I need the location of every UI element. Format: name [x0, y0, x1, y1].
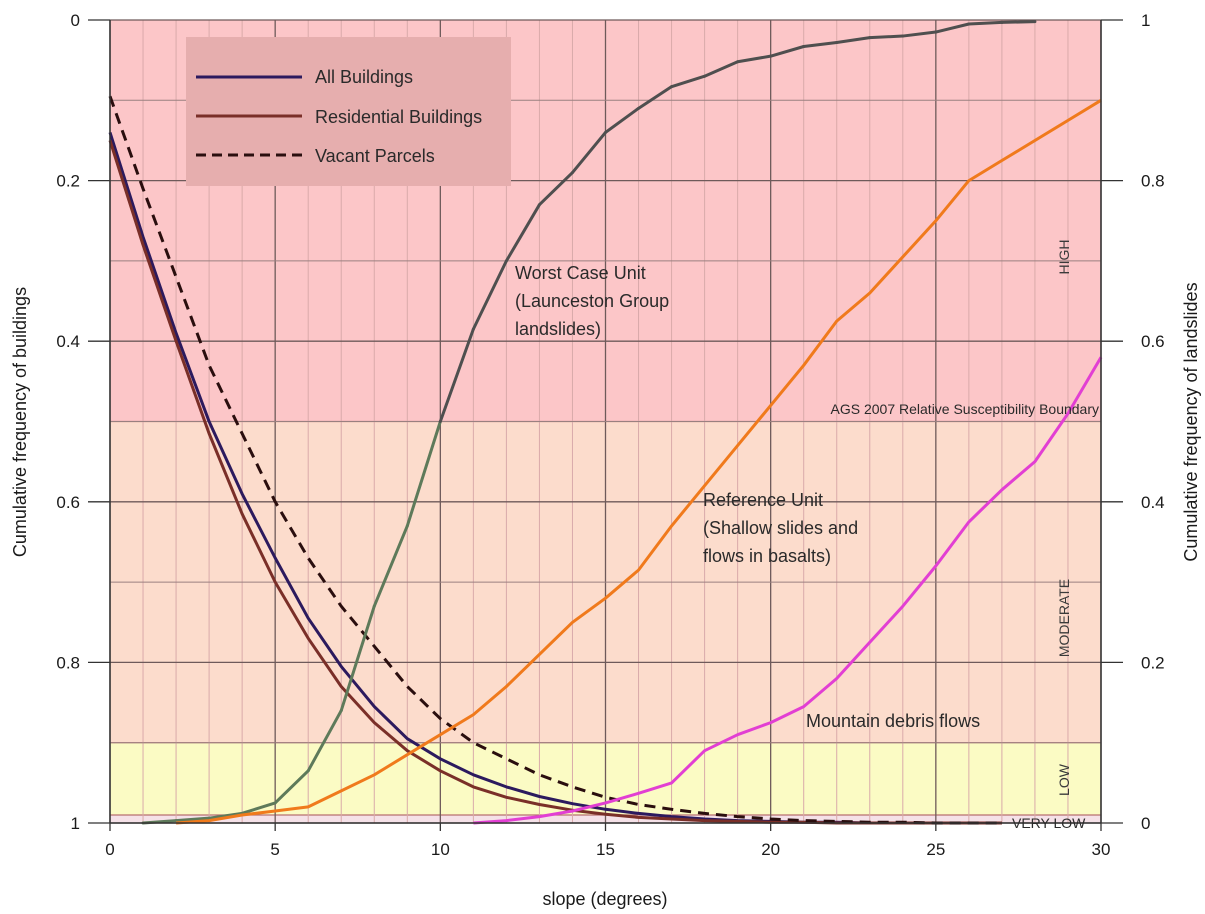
y-left-tick-label: 0.6	[56, 493, 80, 512]
zone-label-moderate: MODERATE	[1056, 579, 1072, 657]
series-line-vacant-parcels	[108, 95, 1002, 825]
series-line-worst-case-unit-launceston-group-landslides-segment	[438, 327, 475, 423]
series-line-worst-case-unit-launceston-group-landslides-segment	[604, 106, 641, 134]
reference-annotation-line-2: (Shallow slides and	[703, 518, 858, 538]
boundary-label: AGS 2007 Relative Susceptibility Boundar…	[831, 401, 1099, 417]
series-line-worst-case-unit-launceston-group-landslides-segment	[835, 36, 872, 44]
worst-case-annotation-line-1: Worst Case Unit	[515, 263, 646, 283]
x-tick-label: 15	[596, 840, 615, 859]
series-line-worst-case-unit-launceston-group-landslides-segment	[471, 259, 508, 331]
x-tick-label: 20	[761, 840, 780, 859]
series-line-worst-case-unit-launceston-group-landslides-segment	[769, 44, 806, 58]
reference-annotation-line-3: flows in basalts)	[703, 546, 831, 566]
series-line-worst-case-unit-launceston-group-landslides-segment	[306, 709, 343, 773]
series-line-worst-case-unit-launceston-group-landslides-segment	[637, 85, 674, 110]
y-left-tick-label: 0.2	[56, 172, 80, 191]
worst-case-annotation-line-2: (Launceston Group	[515, 291, 669, 311]
series-line-worst-case-unit-launceston-group-landslides-segment	[967, 20, 1004, 26]
y-right-tick-label: 0.2	[1141, 653, 1165, 672]
series-line-worst-case-unit-launceston-group-landslides-segment	[504, 203, 541, 263]
y-axis-left-title: Cumulative frequency of buildings	[10, 287, 30, 557]
y-axis-right-title: Cumulative frequency of landslides	[1181, 282, 1201, 561]
series-line-worst-case-unit-launceston-group-landslides-segment	[736, 54, 773, 64]
y-right-tick-label: 0.6	[1141, 332, 1165, 351]
series-line-worst-case-unit-launceston-group-landslides-segment	[207, 811, 244, 820]
series-line-worst-case-unit-launceston-group-landslides-segment	[901, 30, 938, 38]
x-axis-title: slope (degrees)	[542, 889, 667, 909]
zone-label-high: HIGH	[1056, 240, 1072, 275]
x-tick-label: 0	[105, 840, 114, 859]
legend-label-vacant-parcels: Vacant Parcels	[315, 146, 435, 166]
series-line-worst-case-unit-launceston-group-landslides-segment	[174, 816, 211, 823]
series-line-mountain-debris-flows	[473, 356, 1103, 825]
y-left-tick-label: 0	[71, 11, 80, 30]
zone-label-very-low: VERY LOW	[1012, 815, 1086, 831]
legend-box	[186, 37, 511, 186]
y-left-tick-label: 0.4	[56, 332, 80, 351]
series-line-worst-case-unit-launceston-group-landslides-segment	[802, 40, 839, 48]
series-line-worst-case-unit-launceston-group-landslides-segment	[273, 769, 310, 805]
x-tick-label: 10	[431, 840, 450, 859]
y-right-tick-label: 0	[1141, 814, 1150, 833]
x-tick-label: 30	[1092, 840, 1111, 859]
y-right-tick-label: 1	[1141, 11, 1150, 30]
y-right-tick-label: 0.8	[1141, 172, 1165, 191]
series-line-worst-case-unit-launceston-group-landslides-segment	[1000, 20, 1037, 24]
series-line-reference-unit-shallow-slides-and-flows-in-basalts	[175, 99, 1102, 825]
series-line-worst-case-unit-launceston-group-landslides-segment	[570, 130, 607, 175]
series-line-worst-case-unit-launceston-group-landslides-segment	[339, 604, 376, 713]
legend-label-residential-buildings: Residential Buildings	[315, 107, 482, 127]
series-line-worst-case-unit-launceston-group-landslides-segment	[405, 420, 442, 528]
worst-case-annotation-line-3: landslides)	[515, 319, 601, 339]
legend: All Buildings Residential Buildings Vaca…	[186, 37, 511, 186]
series-line-worst-case-unit-launceston-group-landslides-segment	[934, 22, 971, 34]
series-line-worst-case-unit-launceston-group-landslides-segment	[868, 34, 905, 40]
legend-label-all-buildings: All Buildings	[315, 67, 413, 87]
y-right-tick-label: 0.4	[1141, 493, 1165, 512]
x-tick-label: 25	[926, 840, 945, 859]
y-left-tick-label: 1	[71, 814, 80, 833]
reference-annotation-line-1: Reference Unit	[703, 490, 823, 510]
series-line-worst-case-unit-launceston-group-landslides-segment	[372, 524, 409, 608]
series-line-worst-case-unit-launceston-group-landslides-segment	[703, 60, 740, 78]
debris-annotation: Mountain debris flows	[806, 711, 980, 731]
series-line-worst-case-unit-launceston-group-landslides-segment	[240, 801, 277, 815]
zone-label-low: LOW	[1056, 763, 1072, 796]
series-line-worst-case-unit-launceston-group-landslides-segment	[537, 171, 574, 207]
x-tick-label: 5	[270, 840, 279, 859]
series-line-worst-case-unit-launceston-group-landslides-segment	[670, 74, 707, 89]
y-left-tick-label: 0.8	[56, 653, 80, 672]
